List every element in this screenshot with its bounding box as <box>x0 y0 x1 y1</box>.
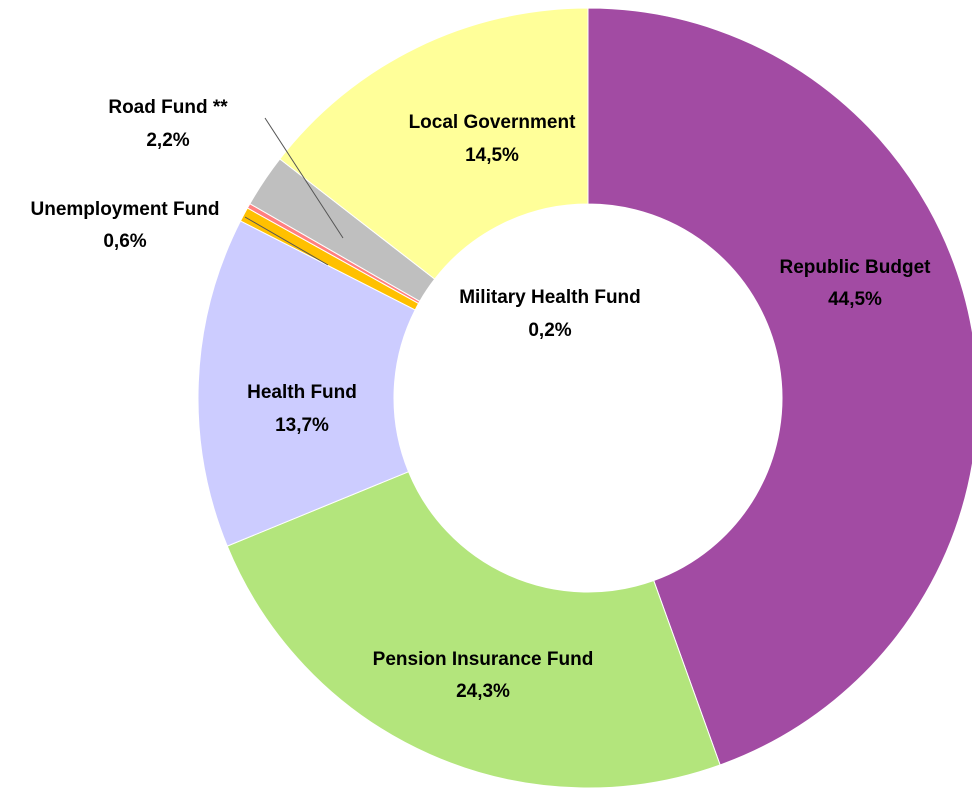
category-label: Local Government <box>409 112 576 133</box>
category-label: Road Fund ** <box>108 97 228 118</box>
category-label: Pension Insurance Fund <box>373 649 594 670</box>
value-label: 0,6% <box>103 231 146 252</box>
value-label: 14,5% <box>465 145 519 166</box>
value-label: 0,2% <box>528 320 571 341</box>
wedge <box>279 7 589 280</box>
category-label: Unemployment Fund <box>31 199 220 220</box>
wedges <box>197 7 972 789</box>
wedge <box>587 7 972 766</box>
category-label: Health Fund <box>247 382 357 403</box>
value-label: 13,7% <box>275 415 329 436</box>
value-label: 2,2% <box>146 130 189 151</box>
category-label: Republic Budget <box>780 257 932 278</box>
labels: Republic Budget 44,5% Pension Insurance Fu… <box>31 97 932 702</box>
leader-line <box>264 117 344 239</box>
wedge <box>226 471 721 789</box>
value-label: 24,3% <box>456 681 510 702</box>
value-label: 44,5% <box>828 289 882 310</box>
category-label: Military Health Fund <box>459 287 641 308</box>
wedge <box>197 220 416 547</box>
leader-line <box>244 216 329 266</box>
